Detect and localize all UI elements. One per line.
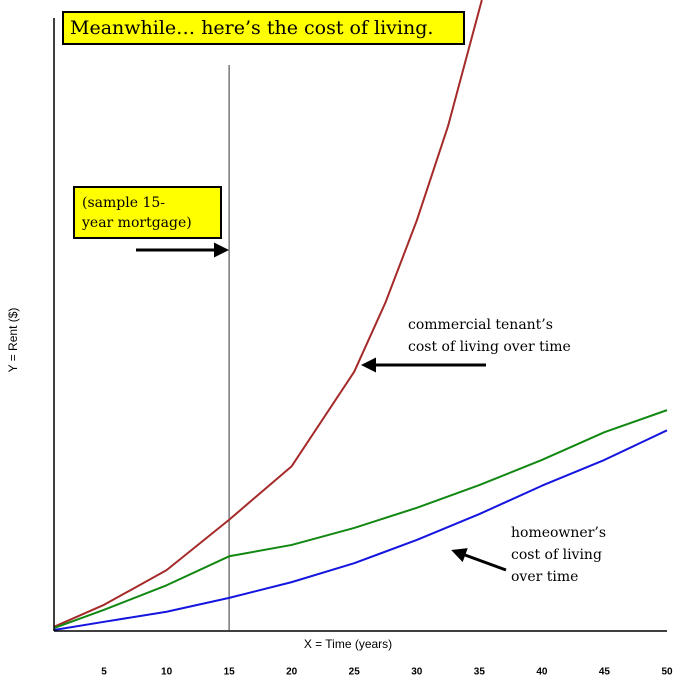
- x-tick-label: 5: [101, 667, 107, 678]
- annotation: year mortgage): [81, 215, 192, 231]
- x-tick-label: 35: [474, 667, 486, 678]
- y-axis-label: Y = Rent ($): [6, 308, 20, 373]
- arrow: [451, 548, 507, 572]
- annotation: cost of living over time: [408, 339, 571, 355]
- x-tick-label: 40: [536, 667, 548, 678]
- annotation: over time: [511, 569, 578, 585]
- x-tick-label: 30: [411, 667, 423, 678]
- annotation: (sample 15-: [82, 195, 165, 211]
- line: [53, 429, 668, 631]
- x-tick-label: 50: [661, 667, 673, 678]
- annotation: cost of living: [511, 547, 602, 563]
- annotation: homeowner’s: [511, 525, 606, 541]
- annotation: commercial tenant’s: [408, 317, 553, 333]
- title-box: [62, 11, 465, 45]
- note-box: [73, 186, 222, 239]
- x-axis-label: X = Time (years): [304, 637, 392, 651]
- x-tick-label: 25: [349, 667, 361, 678]
- x-tick-label: 10: [161, 667, 173, 678]
- line: [53, 0, 483, 628]
- x-tick-label: 45: [599, 667, 611, 678]
- x-tick-label: 20: [286, 667, 298, 678]
- x-tick-label: 15: [224, 667, 236, 678]
- line: [53, 409, 668, 630]
- chart-title: Meanwhile… here’s the cost of living.: [70, 17, 433, 39]
